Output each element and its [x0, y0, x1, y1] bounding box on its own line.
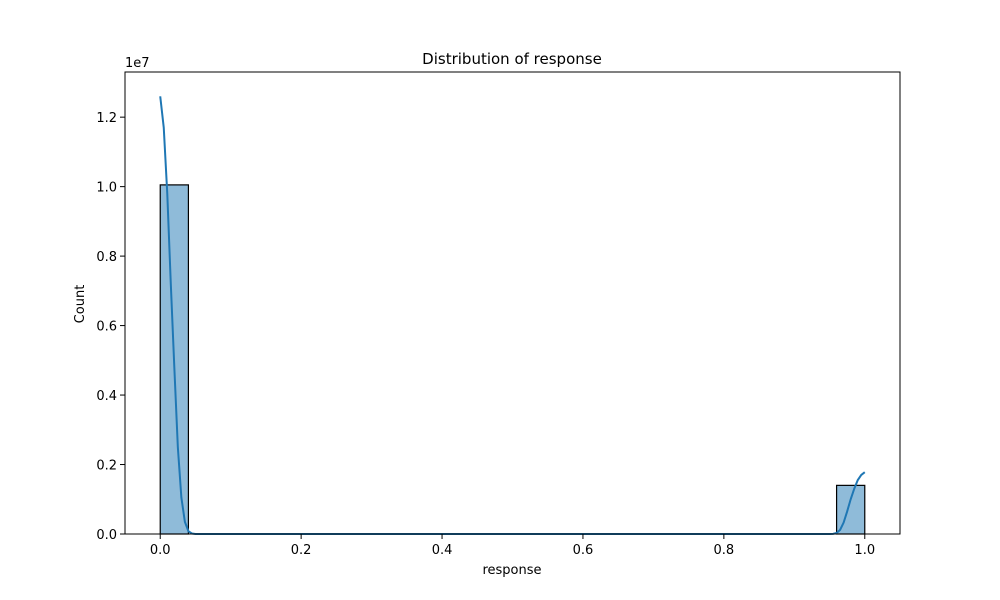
x-tick-label: 0.6 — [573, 543, 594, 558]
y-tick-label: 1.2 — [96, 111, 117, 126]
y-axis-label: Count — [73, 285, 88, 324]
x-tick-label: 0.4 — [432, 543, 453, 558]
y-tick-label: 1.0 — [96, 181, 117, 196]
chart-title: Distribution of response — [422, 50, 602, 68]
x-axis-ticks: 0.0 0.2 0.4 0.6 0.8 1.0 — [150, 534, 875, 558]
y-tick-label: 0.6 — [96, 320, 117, 335]
y-offset-label: 1e7 — [125, 56, 150, 71]
x-tick-label: 0.0 — [150, 543, 171, 558]
x-tick-label: 1.0 — [854, 543, 875, 558]
x-tick-label: 0.8 — [714, 543, 735, 558]
y-tick-label: 0.0 — [96, 528, 117, 543]
y-tick-label: 0.4 — [96, 389, 117, 404]
y-axis-ticks: 0.0 0.2 0.4 0.6 0.8 1.0 1.2 — [96, 111, 125, 543]
x-axis-label: response — [482, 563, 541, 578]
axes-frame — [124, 71, 901, 535]
x-tick-label: 0.2 — [291, 543, 312, 558]
y-tick-label: 0.8 — [96, 250, 117, 265]
y-tick-label: 0.2 — [96, 459, 117, 474]
